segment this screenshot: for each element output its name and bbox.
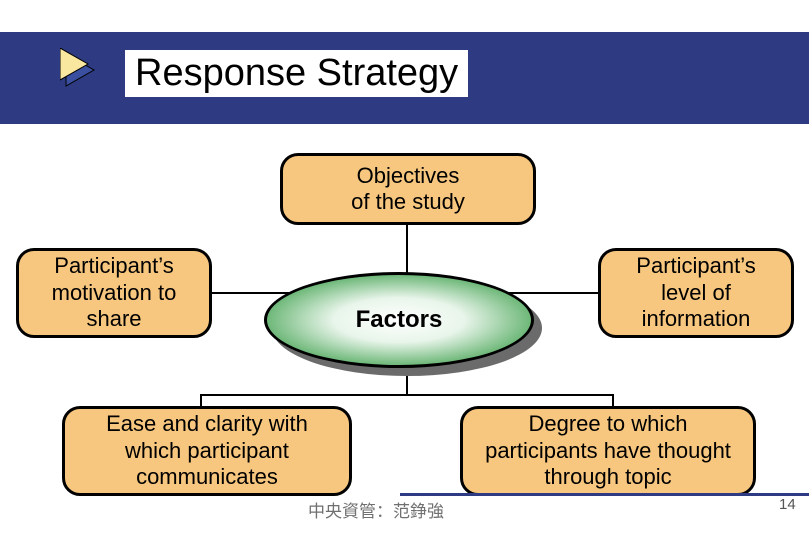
node-degree: Degree to whichparticipants have thought… [460,406,756,496]
node-label: Degree to whichparticipants have thought… [485,411,731,490]
page-number: 14 [779,496,796,513]
node-label: Factors [356,306,443,334]
connector-line [200,394,614,396]
node-label: Participant’slevel ofinformation [636,253,755,332]
node-ease: Ease and clarity withwhich participantco… [62,406,352,496]
node-objectives: Objectivesof the study [280,153,536,225]
node-label: Objectivesof the study [351,163,465,216]
play-arrow-icon [60,48,110,88]
node-motivation: Participant’smotivation toshare [16,248,212,338]
footer-text: 中央資管：范錚強 [308,497,444,522]
connector-line [406,225,408,273]
connector-line [406,374,408,394]
node-label: Participant’smotivation toshare [52,253,177,332]
slide-title: Response Strategy [125,50,468,97]
ellipse-body: Factors [264,272,534,368]
footer-divider [400,493,809,496]
node-factors: Factors [264,272,542,376]
node-information: Participant’slevel ofinformation [598,248,794,338]
node-label: Ease and clarity withwhich participantco… [106,411,308,490]
